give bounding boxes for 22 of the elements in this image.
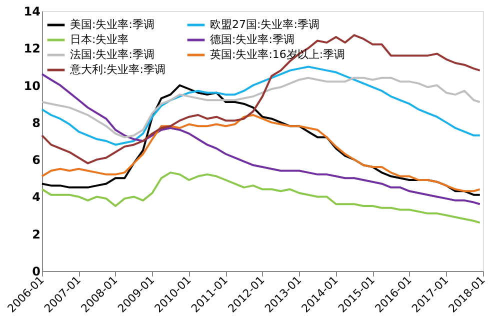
y-tick-label: 6: [32, 153, 40, 168]
line-series: [41, 172, 481, 224]
y-tick-label: 14: [24, 4, 40, 18]
legend-label: 德国:失业率:季调: [210, 33, 294, 46]
line-series: [41, 66, 481, 146]
line-series: [41, 73, 481, 206]
line-series: [41, 84, 481, 196]
y-tick-label: 10: [24, 78, 40, 93]
line-series: [41, 34, 481, 164]
legend-label: 法国:失业率:季调: [70, 48, 154, 61]
y-tick-label: 8: [32, 116, 40, 130]
legend-label: 美国:失业率:季调: [70, 18, 154, 31]
legend-label: 日本:失业率: [70, 33, 129, 46]
y-tick-label: 2: [32, 227, 40, 242]
legend-label: 欧盟27国:失业率:季调: [210, 18, 320, 31]
legend-label: 英国:失业率:16岁以上:季调: [210, 48, 346, 61]
y-tick-label: 4: [32, 190, 40, 204]
y-tick-label: 12: [24, 42, 40, 56]
y-tick-label: 0: [32, 264, 40, 278]
line-series: [41, 76, 481, 138]
legend-label: 意大利:失业率:季调: [69, 63, 166, 76]
line-series: [41, 114, 481, 192]
